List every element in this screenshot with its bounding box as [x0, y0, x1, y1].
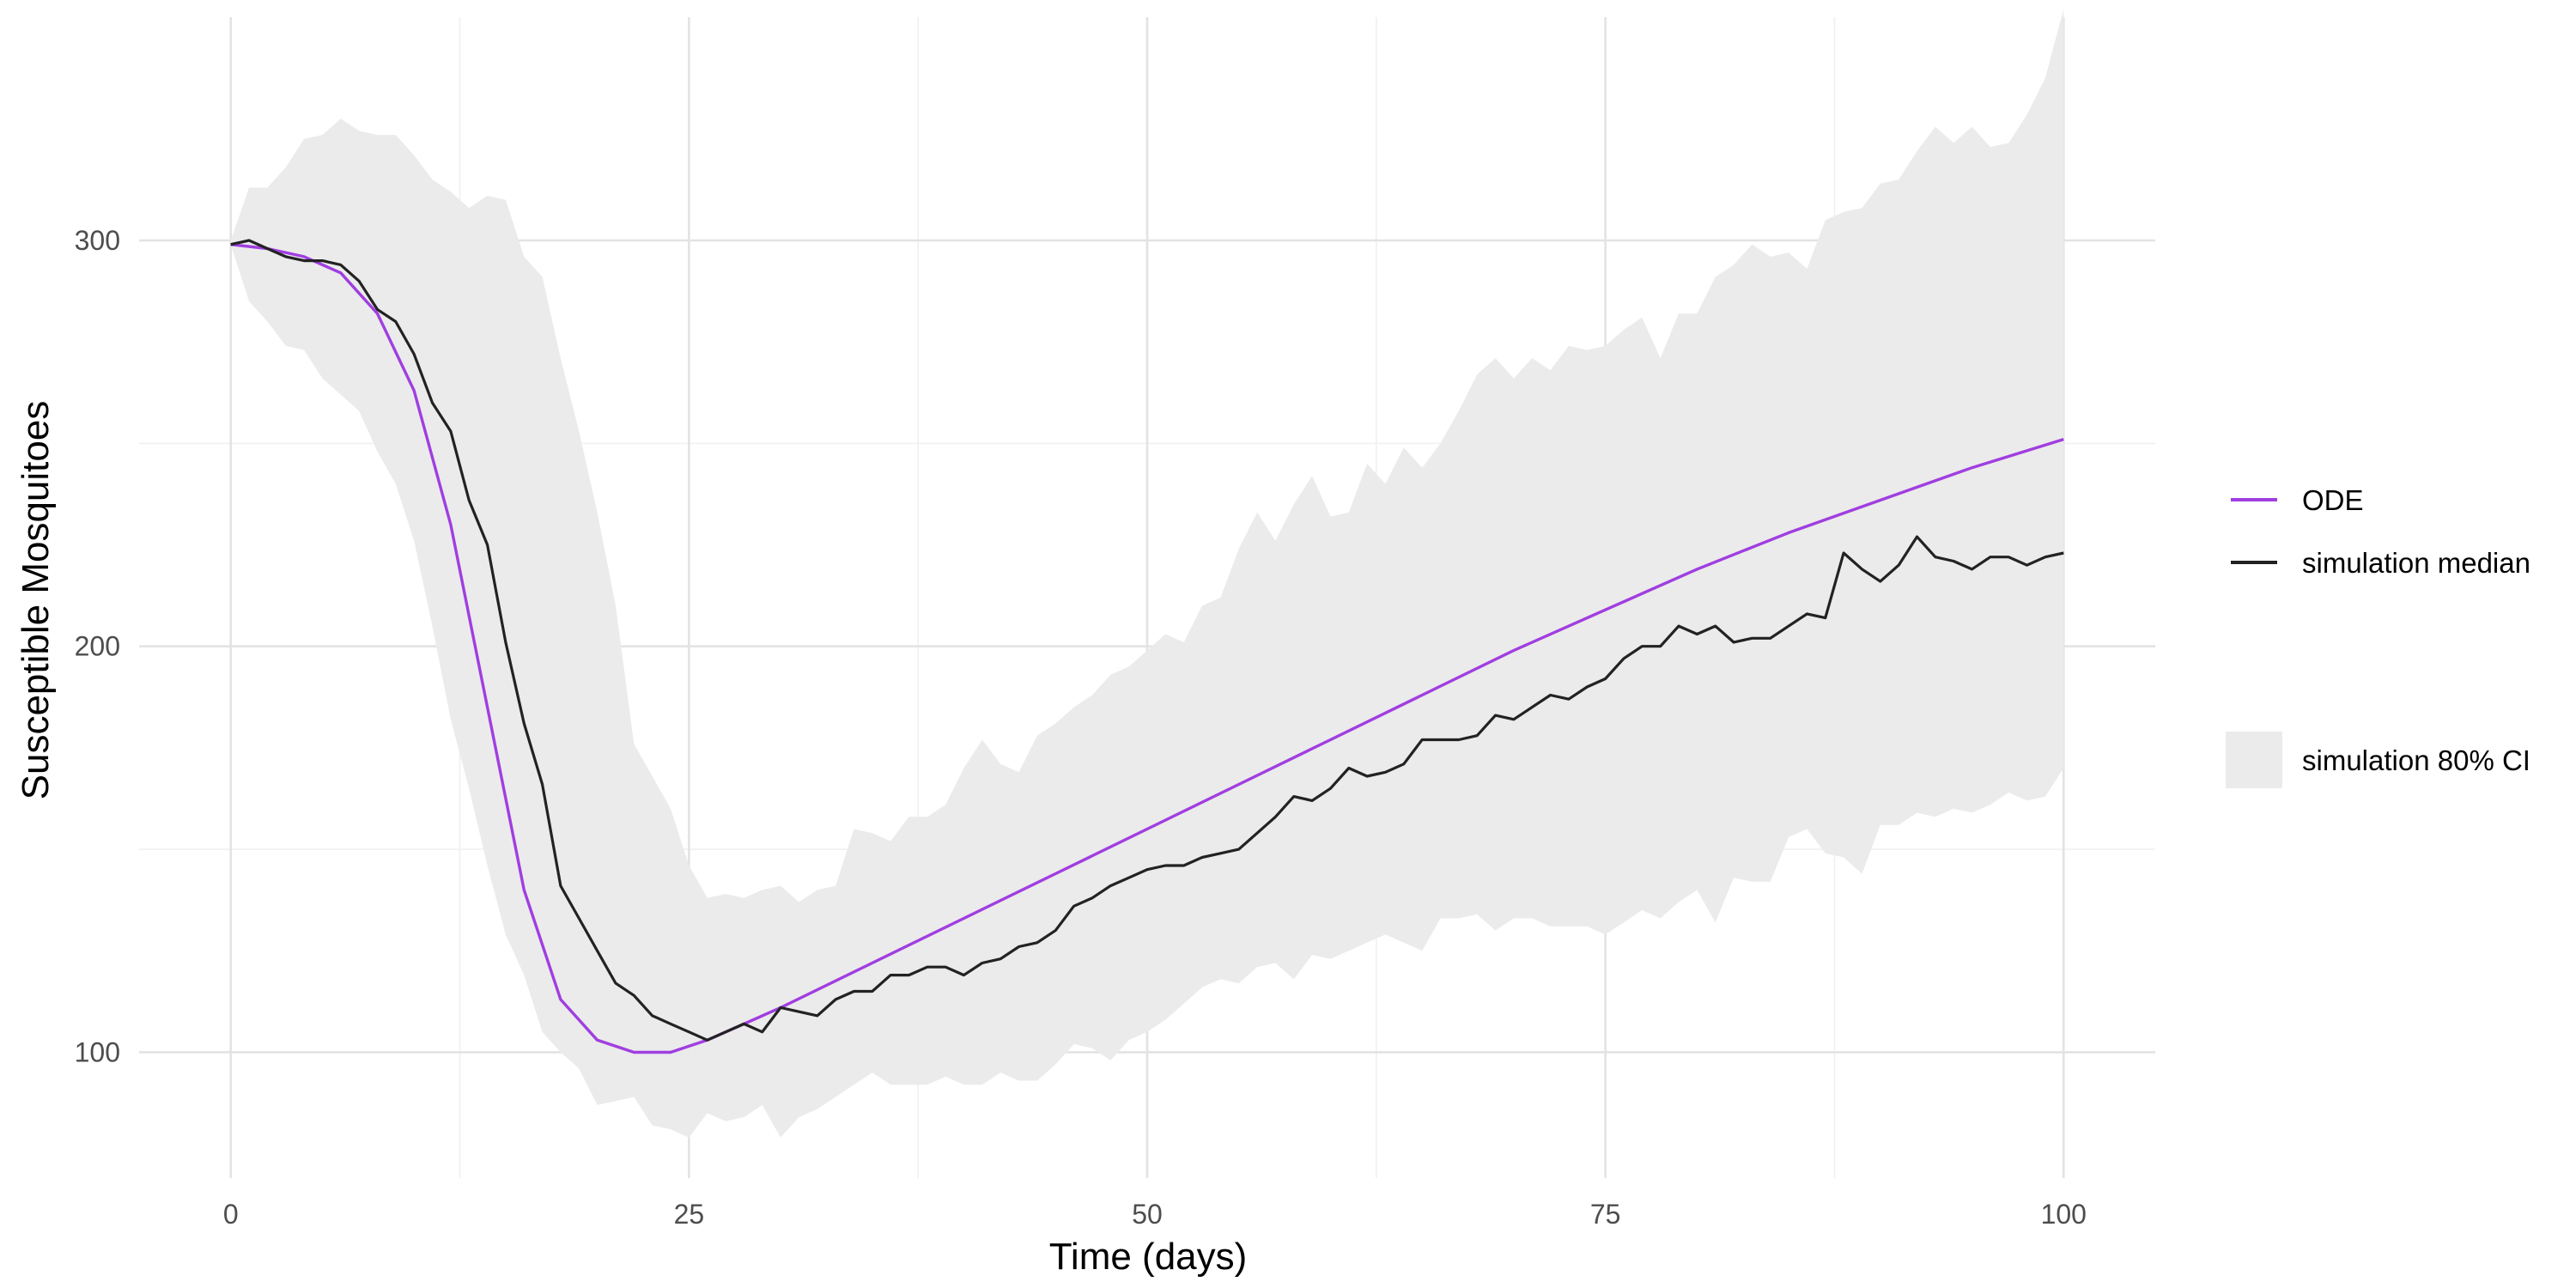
x-tick-label: 0 — [223, 1199, 239, 1230]
confidence-band-layer — [230, 9, 2064, 1138]
x-tick-label: 100 — [2041, 1199, 2087, 1230]
y-tick-label: 100 — [75, 1036, 120, 1067]
y-tick-label: 300 — [75, 225, 120, 256]
x-axis-title: Time (days) — [1049, 1236, 1248, 1278]
y-tick-label: 200 — [75, 631, 120, 662]
x-tick-label: 75 — [1590, 1199, 1621, 1230]
legend-item-ode: ODE — [2231, 484, 2364, 516]
legend-label-median: simulation median — [2302, 547, 2530, 579]
ci-band-area — [230, 9, 2064, 1138]
series-layer — [230, 239, 2064, 1054]
tick-labels: 0 25 50 75 100 100 200 300 — [75, 225, 2087, 1230]
legend-item-median: simulation median — [2231, 547, 2530, 579]
ode-series-line — [230, 243, 2064, 1054]
median-series-line — [230, 239, 2064, 1042]
legend-label-ci: simulation 80% CI — [2302, 744, 2530, 776]
legend-item-ci: simulation 80% CI — [2226, 732, 2530, 788]
legend: ODE simulation median simulation 80% CI — [2226, 484, 2530, 788]
x-tick-label: 50 — [1132, 1199, 1163, 1230]
legend-label-ode: ODE — [2302, 484, 2364, 516]
y-axis-title: Susceptible Mosquitoes — [15, 401, 57, 800]
legend-key-ci-box — [2226, 732, 2282, 788]
x-tick-label: 25 — [674, 1199, 705, 1230]
